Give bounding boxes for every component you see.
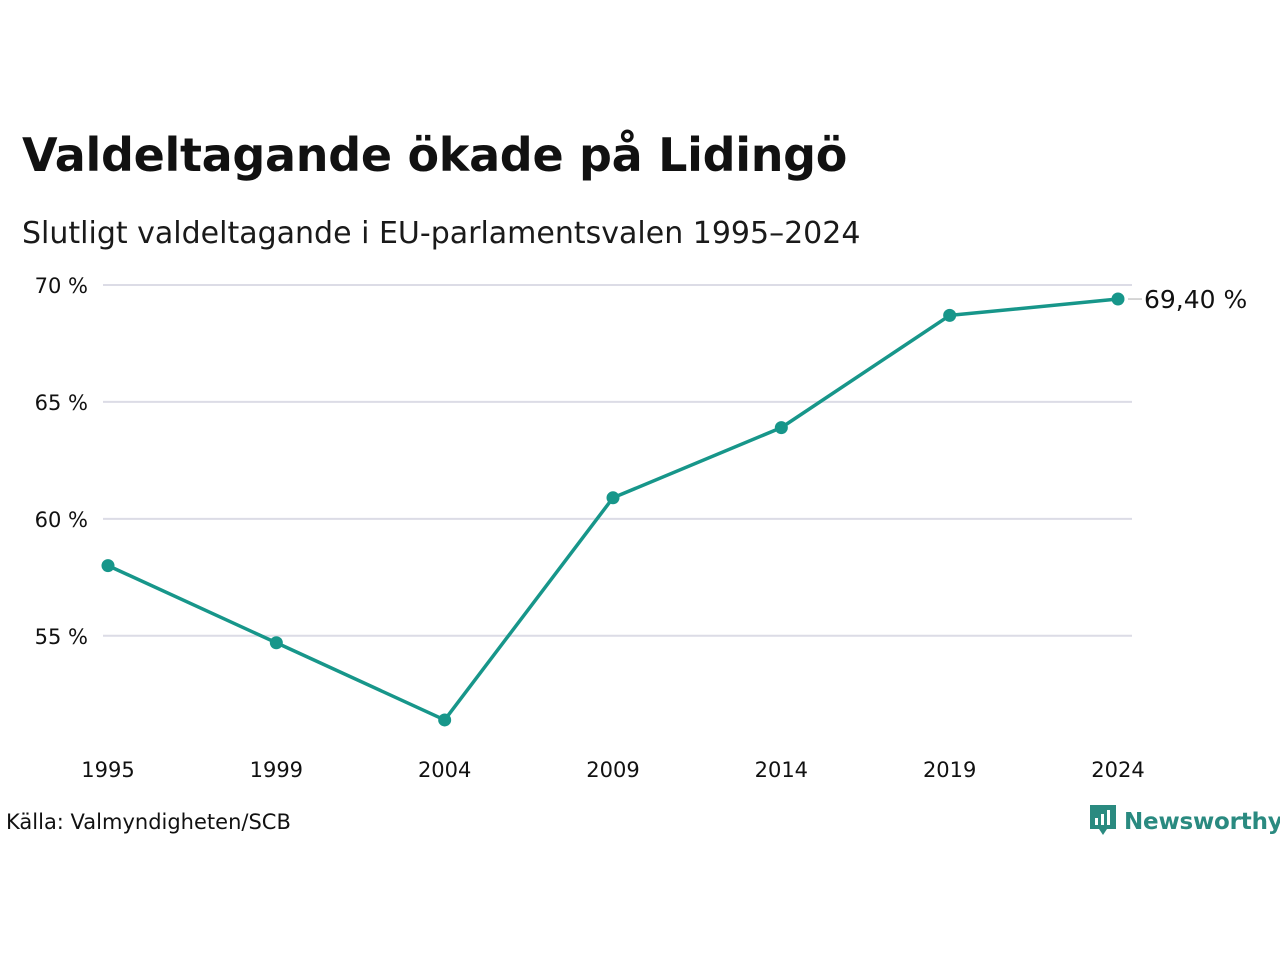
source-note: Källa: Valmyndigheten/SCB <box>6 810 291 834</box>
end-value-label: 69,40 % <box>1144 285 1247 314</box>
end-label-group: 69,40 % <box>1128 285 1247 314</box>
chart-subtitle: Slutligt valdeltagande i EU-parlamentsva… <box>22 216 861 251</box>
brand-logo: Newsworthy <box>1088 803 1280 841</box>
y-axis-ticks: 55 % 60 % 65 % 70 % <box>35 274 88 649</box>
x-tick-label: 1995 <box>81 758 134 782</box>
data-point <box>774 421 788 435</box>
x-tick-label: 2014 <box>755 758 808 782</box>
x-tick-label: 1999 <box>250 758 303 782</box>
y-tick-label: 65 % <box>35 391 88 415</box>
chart-title: Valdeltagande ökade på Lidingö <box>22 128 848 182</box>
x-tick-label: 2019 <box>923 758 976 782</box>
y-tick-label: 55 % <box>35 625 88 649</box>
data-point <box>1111 292 1125 306</box>
data-point <box>269 636 283 650</box>
newsworthy-logo-icon <box>1088 803 1118 841</box>
data-point <box>101 559 115 573</box>
series-line <box>106 297 1120 722</box>
data-point <box>606 491 620 505</box>
data-point <box>438 713 452 727</box>
x-tick-label: 2009 <box>586 758 639 782</box>
y-tick-label: 60 % <box>35 508 88 532</box>
x-axis-ticks: 1995 1999 2004 2009 2014 2019 2024 <box>81 758 1144 782</box>
y-tick-label: 70 % <box>35 274 88 298</box>
series <box>101 292 1125 727</box>
brand-name: Newsworthy <box>1124 809 1280 835</box>
x-tick-label: 2004 <box>418 758 471 782</box>
x-tick-label: 2024 <box>1091 758 1144 782</box>
grid-lines <box>103 284 1132 637</box>
data-point <box>943 308 957 322</box>
